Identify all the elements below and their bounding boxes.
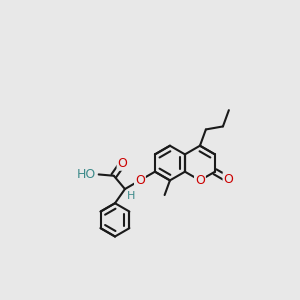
Text: HO: HO	[77, 168, 96, 181]
Text: O: O	[195, 174, 205, 187]
Text: H: H	[127, 191, 135, 201]
Text: O: O	[118, 157, 128, 170]
Text: O: O	[135, 174, 145, 187]
Text: O: O	[224, 173, 233, 186]
